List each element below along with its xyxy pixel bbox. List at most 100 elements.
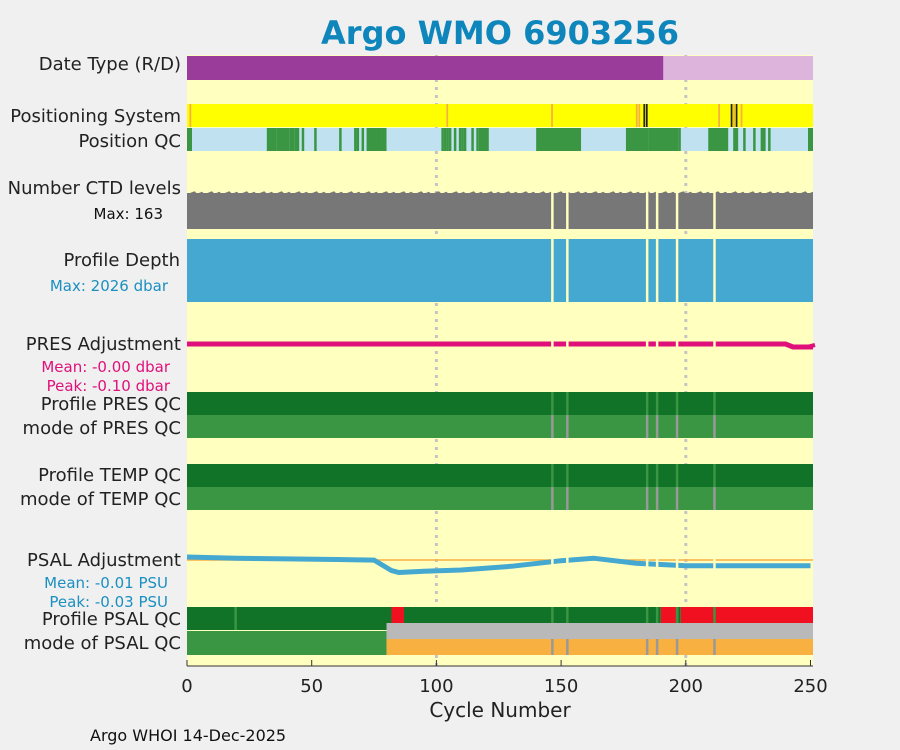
position-qc-good-segment — [448, 128, 452, 151]
profile-temp-qc-gap — [713, 464, 716, 487]
position-qc-good-segment — [733, 128, 739, 151]
plot-area — [186, 55, 816, 666]
position-qc-good-segment — [187, 128, 192, 151]
positioning-mark — [730, 104, 733, 127]
mode-psal-qc-gap — [675, 639, 679, 655]
mode-temp-qc-gap — [655, 487, 659, 510]
profile-pres-qc-gap — [655, 392, 659, 415]
mode-psal-qc-gap — [566, 639, 569, 655]
mode-temp-qc-gap — [675, 487, 679, 510]
position-qc-good-segment — [289, 128, 295, 151]
mode-pres-qc-label: mode of PRES QC — [23, 418, 181, 439]
date-type-segment — [663, 56, 813, 80]
profile-psal-qc-gap — [551, 607, 554, 630]
position-qc-good-segment — [808, 128, 813, 151]
psal-adjustment-mean: Mean: -0.01 PSU — [44, 574, 168, 592]
x-axis-label: Cycle Number — [429, 698, 571, 722]
positioning-mark — [733, 104, 735, 127]
pres-adjustment-end-mark — [806, 343, 816, 349]
position-qc-good-segment — [294, 128, 300, 151]
profile-pres-qc-label: Profile PRES QC — [41, 394, 181, 415]
mode-psal-qc-label: mode of PSAL QC — [24, 633, 181, 654]
position-qc-good-segment — [266, 128, 277, 151]
mode-temp-qc-gap — [566, 487, 569, 510]
date-type-segment — [187, 56, 664, 80]
profile-depth-gap — [551, 239, 554, 303]
mode-psal-qc-gap — [713, 639, 716, 655]
mode-pres-qc-gap — [551, 415, 554, 438]
profile-psal-qc-label: Profile PSAL QC — [42, 609, 181, 630]
psal-adjustment-gap — [645, 552, 649, 574]
profile-temp-qc-gap — [551, 464, 554, 487]
mode-pres-qc-gap — [645, 415, 649, 438]
position-qc-good-segment — [708, 128, 729, 151]
x-tick-label: 50 — [300, 676, 323, 697]
profile-temp-qc-gap — [675, 464, 679, 487]
mode-pres-qc-gap — [566, 415, 569, 438]
date-type-label: Date Type (R/D) — [39, 54, 181, 75]
profile-pres-qc-gap — [645, 392, 649, 415]
position-qc-good-segment — [381, 128, 387, 151]
profile-psal-qc-gap — [713, 607, 716, 630]
profile-pres-qc-gap — [713, 392, 716, 415]
position-qc-good-segment — [366, 128, 382, 151]
profile-pres-qc-gap — [551, 392, 554, 415]
position-qc-good-segment — [648, 128, 679, 151]
psal-adjustment-gap — [655, 552, 659, 574]
position-qc-good-segment — [458, 128, 462, 151]
profile-psal-qc-gap — [566, 607, 569, 630]
mode-pres-qc-gap — [655, 415, 659, 438]
mode-psal-qc-segment — [386, 639, 813, 655]
positioning-mark — [551, 104, 553, 127]
positioning-mark — [645, 104, 648, 127]
mode-pres-qc-gap — [675, 415, 679, 438]
mode-pres-qc-gap — [713, 415, 716, 438]
profile-temp-qc-gap — [645, 464, 649, 487]
position-qc-good-segment — [461, 128, 464, 151]
ctd-levels-label: Number CTD levels — [8, 178, 181, 199]
pres-adjustment-gap — [551, 339, 554, 349]
profile-psal-qc-gap — [234, 607, 237, 630]
x-tick-label: 100 — [419, 676, 453, 697]
mode-psal-qc-gap — [551, 639, 554, 655]
profile-temp-qc-gap — [566, 464, 569, 487]
positioning-mark — [740, 104, 743, 127]
psal-adjustment-gap — [713, 552, 716, 574]
positioning-mark — [735, 104, 738, 127]
position-qc-good-segment — [536, 128, 582, 151]
profile-depth-gap — [566, 239, 569, 303]
profile-psal-qc-gap — [645, 607, 649, 630]
position-qc-good-segment — [314, 128, 317, 151]
psal-adjustment-gap — [566, 552, 569, 574]
positioning-mark — [189, 104, 192, 127]
position-qc-good-segment — [446, 128, 449, 151]
psal-adjustment-line — [186, 554, 811, 576]
psal-adjustment-gap — [551, 552, 554, 574]
x-tick-label: 250 — [793, 676, 827, 697]
position-qc-good-segment — [760, 128, 766, 151]
ctd-levels-gap — [675, 189, 679, 231]
position-qc-good-segment — [443, 128, 447, 151]
position-qc-good-segment — [463, 128, 467, 151]
positioning-mark — [638, 104, 641, 127]
positioning-mark — [635, 104, 638, 127]
psal-adjustment-peak: Peak: -0.03 PSU — [49, 593, 168, 611]
profile-depth-gap — [675, 239, 679, 303]
position-qc-label: Position QC — [78, 131, 181, 152]
position-qc-good-segment — [453, 128, 457, 151]
position-qc-good-segment — [678, 128, 681, 151]
profile-temp-qc-gap — [655, 464, 659, 487]
ctd-levels-gap — [566, 189, 569, 231]
position-qc-good-segment — [471, 128, 474, 151]
ctd-levels-bar — [187, 193, 813, 229]
profile-depth-max: Max: 2026 dbar — [50, 277, 169, 295]
ctd-levels-gap — [645, 189, 649, 231]
profile-depth-label: Profile Depth — [63, 250, 180, 271]
ctd-levels-top-edge — [187, 191, 813, 194]
profile-pres-qc-bar — [187, 392, 813, 415]
x-tick-label: 200 — [669, 676, 703, 697]
position-qc-good-segment — [476, 128, 479, 151]
mode-psal-qc-gap — [655, 639, 659, 655]
pres-adjustment-gap — [645, 339, 649, 349]
mode-psal-qc-segment — [187, 631, 387, 655]
